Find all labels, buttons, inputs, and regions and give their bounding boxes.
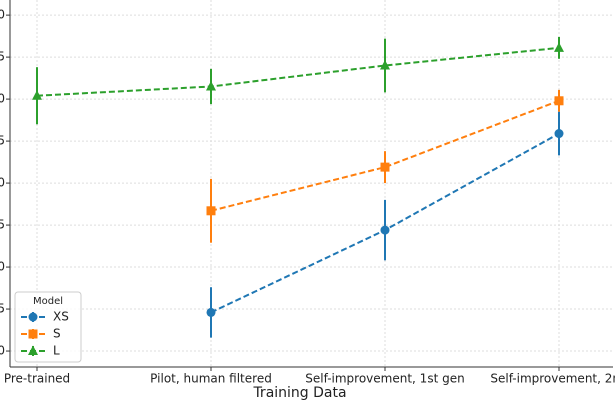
x-tick-label: Pre-trained xyxy=(4,372,70,386)
y-tick-label: 0 xyxy=(0,92,5,106)
data-point xyxy=(380,162,390,172)
data-point xyxy=(554,42,564,52)
legend-label: L xyxy=(53,344,60,358)
legend-box xyxy=(14,291,82,363)
y-tick-label: 5 xyxy=(0,50,5,64)
y-tick-label: 0 xyxy=(0,260,5,274)
series-line xyxy=(36,46,560,97)
y-tick-label: 0 xyxy=(0,344,5,358)
x-tick-label: Self-improvement, 1st gen xyxy=(305,372,464,386)
y-tick-label: 0 xyxy=(0,176,5,190)
y-tick-label: 5 xyxy=(0,134,5,148)
y-tick-label: 0 xyxy=(0,8,5,22)
legend-marker xyxy=(28,345,38,355)
x-tick-label: Pilot, human filtered xyxy=(150,372,272,386)
x-tick-label: Self-improvement, 2nd xyxy=(490,372,615,386)
x-axis-label: Training Data xyxy=(252,385,346,401)
data-point xyxy=(380,60,390,70)
legend-title: Model xyxy=(33,296,63,307)
data-point xyxy=(380,225,390,235)
data-point xyxy=(554,96,564,106)
series-line xyxy=(210,99,560,212)
legend-label: S xyxy=(53,327,61,341)
legend-label: XS xyxy=(53,310,69,324)
y-tick-label: 5 xyxy=(0,302,5,316)
data-point xyxy=(206,206,216,216)
legend-marker xyxy=(28,329,38,339)
y-tick-label: 5 xyxy=(0,218,5,232)
legend-marker xyxy=(28,312,38,322)
data-point xyxy=(32,90,42,100)
data-point xyxy=(206,81,216,91)
data-point xyxy=(554,129,564,139)
data-point xyxy=(206,307,216,317)
